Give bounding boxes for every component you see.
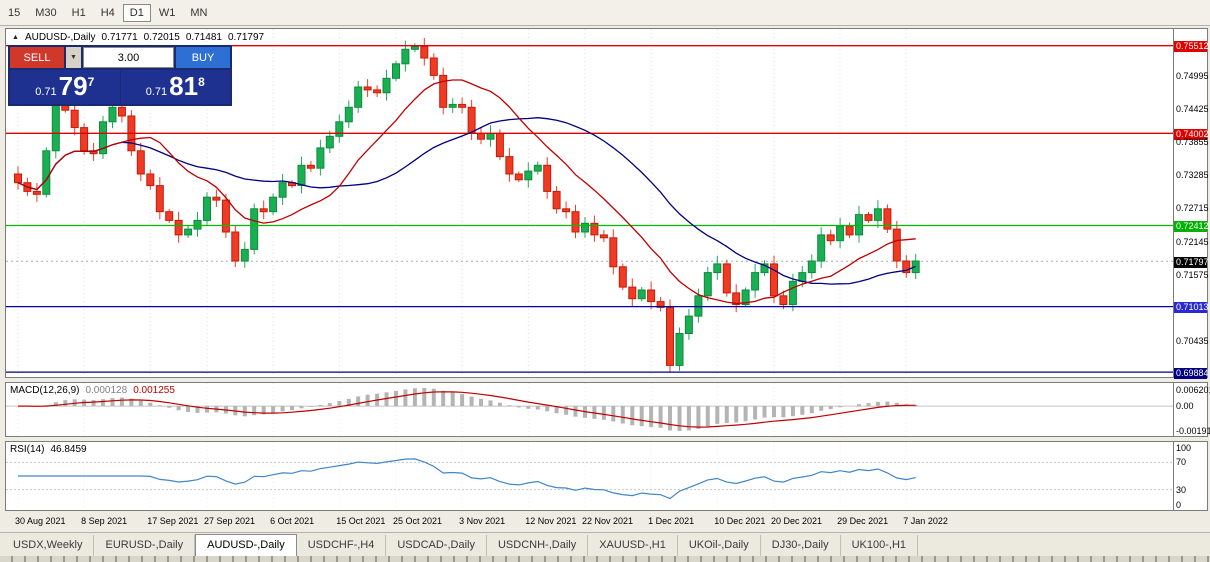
date-axis-label: 17 Sep 2021 <box>147 516 199 526</box>
date-axis-label: 22 Nov 2021 <box>582 516 634 526</box>
price-axis-label: 0.72412 <box>1174 221 1209 232</box>
date-axis-label: 20 Dec 2021 <box>771 516 823 526</box>
date-axis-label: 30 Aug 2021 <box>15 516 66 526</box>
timeframe-button-h1[interactable]: H1 <box>65 4 93 22</box>
buy-price-prefix: 0.71 <box>145 86 168 98</box>
chart-tabs-bar: USDX,Weekly EURUSD-,Daily AUDUSD-,Daily USD… <box>0 532 1210 556</box>
chart-tab-usdchf-h4[interactable]: USDCHF-,H4 <box>297 535 387 556</box>
sell-price-prefix: 0.71 <box>35 86 57 98</box>
date-axis-label: 3 Nov 2021 <box>459 516 506 526</box>
ohlc-high: 0.72015 <box>143 32 180 43</box>
macd-axis: 0.006201 0.00 -0.001917 <box>1174 382 1210 437</box>
ohlc-close: 0.71797 <box>227 32 265 43</box>
rsi-axis-label: 100 <box>1176 443 1192 453</box>
price-axis[interactable]: 0.75512 0.74995 0.74425 0.74002 0.73855 0.732… <box>1174 28 1209 379</box>
time-axis[interactable]: 30 Aug 2021 8 Sep 2021 17 Sep 2021 27 Sep 2… <box>5 513 1208 531</box>
chart-tab-dj30-daily[interactable]: DJ30-,Daily <box>761 535 841 556</box>
rsi-label: RSI(14) 46.8459 <box>10 444 87 455</box>
chart-tab-eurusd-daily[interactable]: EURUSD-,Daily <box>94 535 196 556</box>
price-axis-label: 0.74995 <box>1176 71 1209 82</box>
macd-value-main: 0.000128 <box>85 385 128 396</box>
timeframe-button-15[interactable]: 15 <box>1 4 27 22</box>
date-axis-label: 10 Dec 2021 <box>714 516 766 526</box>
macd-axis-label: 0.00 <box>1176 401 1194 412</box>
current-price-badge: 0.71797 <box>1174 256 1209 268</box>
macd-label: MACD(12,26,9) 0.000128 0.001255 <box>10 385 175 396</box>
timeframe-button-m30[interactable]: M30 <box>28 4 63 22</box>
price-axis-label: 0.69884 <box>1174 367 1209 379</box>
collapse-trade-panel-icon[interactable]: ▲ <box>12 34 19 41</box>
sell-price-sup: 7 <box>87 75 95 89</box>
macd-axis-label: -0.001917 <box>1176 426 1210 436</box>
chart-symbol: AUDUSD-,Daily <box>24 32 96 43</box>
price-axis-label: 0.70435 <box>1176 335 1209 346</box>
chart-tab-usdx-weekly[interactable]: USDX,Weekly <box>2 535 95 556</box>
price-axis-label: 0.71575 <box>1176 269 1209 280</box>
rsi-axis-label: 70 <box>1176 457 1187 468</box>
buy-button[interactable]: BUY <box>176 47 230 68</box>
sell-button[interactable]: SELL <box>10 47 64 68</box>
price-axis-label: 0.74425 <box>1176 104 1209 115</box>
price-axis-label: 0.73285 <box>1176 170 1209 181</box>
price-axis-label: 0.72145 <box>1176 236 1209 247</box>
horizontal-scrollbar[interactable] <box>0 556 1210 562</box>
chart-tab-usdcnh-daily[interactable]: USDCNH-,Daily <box>487 535 589 556</box>
rsi-axis-label: 30 <box>1176 484 1187 495</box>
sell-price-display[interactable]: 0.71 79 7 <box>10 70 120 104</box>
price-axis-label: 0.74002 <box>1174 128 1209 140</box>
price-axis-label: 0.73855 <box>1176 137 1209 148</box>
buy-price-display[interactable]: 0.71 81 8 <box>120 70 230 104</box>
rsi-axis: 100 70 30 0 <box>1174 441 1208 511</box>
timeframe-button-h4[interactable]: H4 <box>94 4 122 22</box>
chart-tab-uk100-h1[interactable]: UK100-,H1 <box>841 535 919 556</box>
macd-panel[interactable]: MACD(12,26,9) 0.000128 0.001255 <box>5 382 1174 437</box>
timeframe-button-d1[interactable]: D1 <box>122 3 151 22</box>
chart-tab-audusd-daily[interactable]: AUDUSD-,Daily <box>195 534 297 556</box>
rsi-panel[interactable]: RSI(14) 46.8459 <box>5 441 1174 511</box>
date-axis-label: 7 Jan 2022 <box>903 516 948 526</box>
macd-value-signal: 0.001255 <box>133 385 175 396</box>
chart-title: ▲ AUDUSD-,Daily 0.71771 0.72015 0.71481 … <box>12 32 264 43</box>
date-axis-label: 25 Oct 2021 <box>393 516 443 526</box>
buy-price-sup: 8 <box>198 75 205 89</box>
volume-dropdown-icon[interactable]: ▼ <box>66 47 81 68</box>
price-chart-panel[interactable]: ▲ AUDUSD-,Daily 0.71771 0.72015 0.71481 … <box>5 28 1174 378</box>
chart-tab-usdcad-daily[interactable]: USDCAD-,Daily <box>386 535 487 556</box>
rsi-value: 46.8459 <box>50 444 87 455</box>
timeframe-button-w1[interactable]: W1 <box>152 4 183 22</box>
date-axis-label: 29 Dec 2021 <box>837 516 889 526</box>
macd-name: MACD(12,26,9) <box>10 385 80 396</box>
volume-input[interactable] <box>83 47 174 68</box>
timeframe-toolbar: 15 M30 H1 H4 D1 W1 MN <box>0 0 1210 26</box>
rsi-indicator-chart <box>6 442 1173 510</box>
macd-axis-label: 0.006201 <box>1176 385 1210 395</box>
rsi-name: RSI(14) <box>10 444 45 455</box>
date-axis-label: 15 Oct 2021 <box>336 516 386 526</box>
chart-tab-ukoil-daily[interactable]: UKOil-,Daily <box>678 535 761 556</box>
rsi-axis-label: 0 <box>1176 500 1182 510</box>
ohlc-open: 0.71771 <box>101 32 138 43</box>
date-axis-label: 6 Oct 2021 <box>270 516 315 526</box>
ohlc-low: 0.71481 <box>185 32 222 43</box>
price-axis-label: 0.75512 <box>1174 41 1209 53</box>
date-axis-label: 8 Sep 2021 <box>81 516 128 526</box>
price-axis-label: 0.71013 <box>1174 302 1209 314</box>
chart-tab-xauusd-h1[interactable]: XAUUSD-,H1 <box>588 535 678 556</box>
buy-price-big: 81 <box>169 71 199 101</box>
sell-price-big: 79 <box>58 71 88 101</box>
macd-indicator-chart <box>6 383 1173 436</box>
date-axis-label: 12 Nov 2021 <box>525 516 577 526</box>
date-axis-label: 27 Sep 2021 <box>204 516 256 526</box>
date-axis-label: 1 Dec 2021 <box>648 516 695 526</box>
price-axis-label: 0.72715 <box>1176 203 1209 214</box>
timeframe-button-mn[interactable]: MN <box>183 4 214 22</box>
